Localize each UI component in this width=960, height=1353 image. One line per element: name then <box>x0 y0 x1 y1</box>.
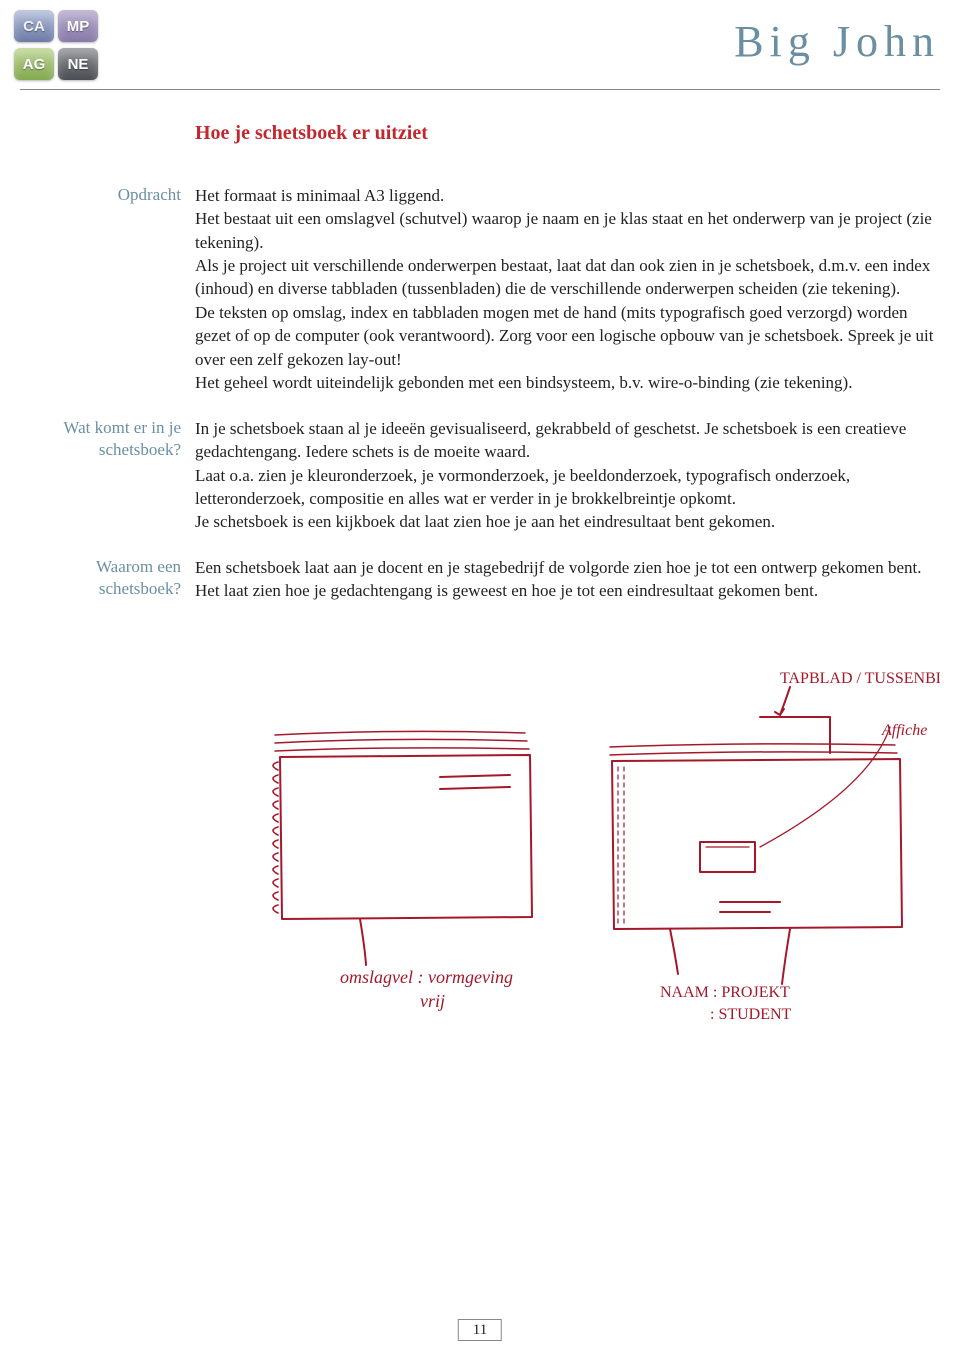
sketch-label-student: : STUDENT <box>710 1006 792 1023</box>
text-opdracht: Het formaat is minimaal A3 liggend. Het … <box>195 184 940 395</box>
section-title: Hoe je schetsboek er uitziet <box>195 120 940 148</box>
page-number-box: 11 <box>458 1321 502 1339</box>
sketch-label-vrij: vrij <box>420 991 445 1011</box>
badge-ca: CA <box>14 10 54 42</box>
badge-grid: CA MP AG NE <box>14 10 98 82</box>
sketch-label-naam: NAAM : PROJEKT <box>660 984 790 1001</box>
label-opdracht: Opdracht <box>20 184 181 206</box>
brand-title: Big John <box>734 16 940 67</box>
label-wat: Wat komt er in je schetsboek? <box>20 417 181 461</box>
badge-ag: AG <box>14 48 54 80</box>
text-wat: In je schetsboek staan al je ideeën gevi… <box>195 417 940 534</box>
page-number: 11 <box>458 1319 502 1341</box>
badge-mp: MP <box>58 10 98 42</box>
sketch-label-affiche: Affiche <box>881 722 927 739</box>
text-waarom: Een schetsboek laat aan je docent en je … <box>195 556 940 603</box>
badge-ne: NE <box>58 48 98 80</box>
page-header: CA MP AG NE Big John <box>20 10 940 90</box>
label-waarom: Waarom een schetsboek? <box>20 556 181 600</box>
sketch-label-tapblad: TAPBLAD / TUSSENBLAD <box>780 670 940 687</box>
sketch-illustration: TAPBLAD / TUSSENBLAD Affiche omslagvel :… <box>20 657 940 1057</box>
sketch-label-omslagvel: omslagvel : vormgeving <box>340 967 513 987</box>
